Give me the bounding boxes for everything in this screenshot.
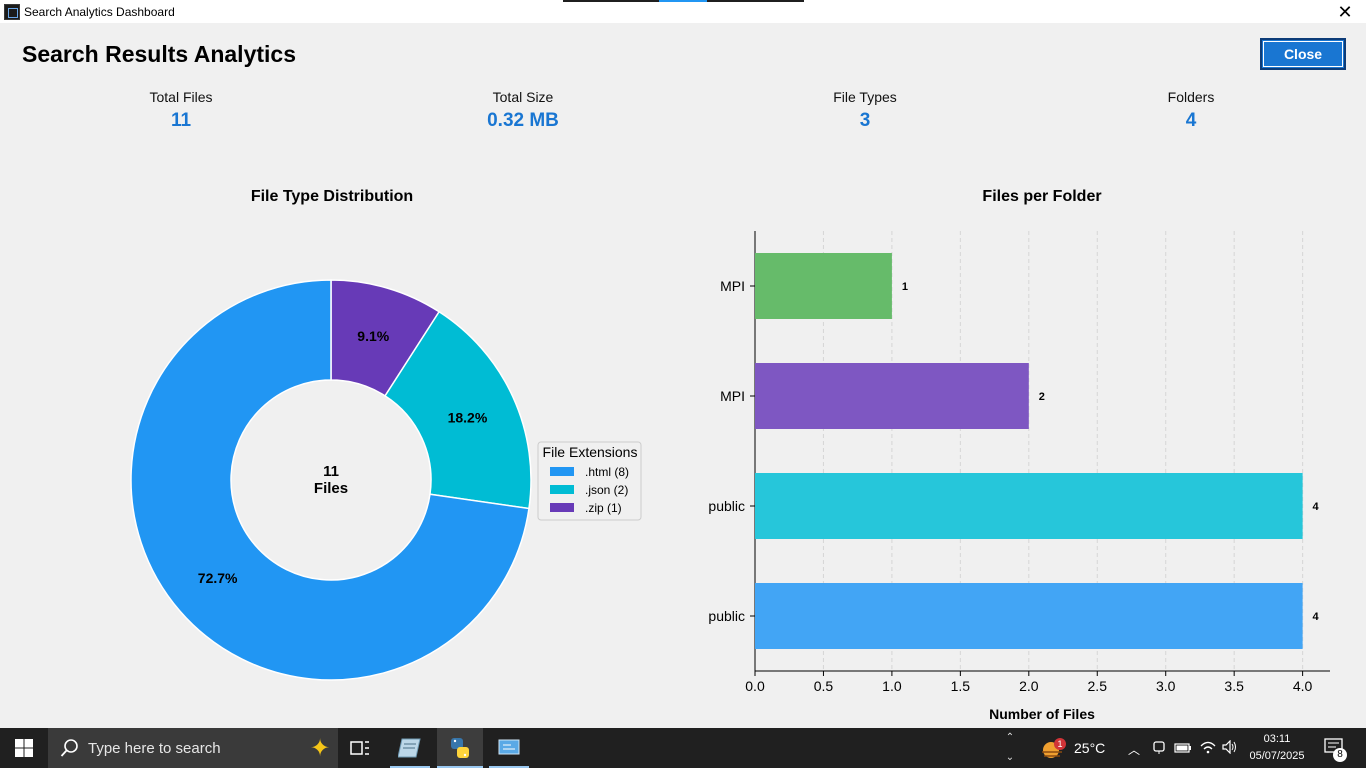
search-icon [60, 739, 78, 757]
task-view-icon[interactable] [340, 728, 380, 768]
bar [755, 583, 1303, 649]
page-title: Search Results Analytics [22, 41, 296, 67]
x-tick-label: 2.5 [1088, 678, 1108, 694]
volume-icon[interactable] [1222, 739, 1238, 759]
legend-box [537, 441, 642, 521]
pie-slice [384, 310, 532, 510]
x-tick-label: 0.5 [814, 678, 834, 694]
battery-icon[interactable] [1174, 741, 1192, 759]
bar-value-label: 1 [902, 281, 908, 293]
stat-value: 0.32 MB [487, 110, 559, 131]
y-tick-label: public [708, 498, 745, 514]
bar-chart: 0.0 0.5 1.0 1.5 2.0 2.5 3.0 3.5 4.0 Number of Fil… [708, 231, 1330, 722]
taskbar-clock[interactable]: 03:11 05/07/2025 [1242, 731, 1312, 765]
x-tick-label: 1.0 [882, 678, 902, 694]
notepad-app-icon[interactable] [390, 728, 430, 768]
stat-total-files: Total Files 11 [81, 89, 281, 132]
clock-time: 03:11 [1263, 733, 1291, 745]
legend-swatch [550, 485, 574, 494]
stat-total-size: Total Size 0.32 MB [423, 89, 623, 132]
stat-label: Folders [1167, 89, 1215, 105]
wifi-icon[interactable] [1200, 740, 1216, 759]
search-placeholder: Type here to search [88, 739, 221, 757]
donut-center-label: 11 [323, 463, 339, 480]
temperature-text[interactable]: 25°C [1074, 740, 1106, 756]
legend-entry: .json (2) [585, 483, 628, 497]
close-button[interactable]: Close [1260, 38, 1346, 70]
copilot-sparkle-icon[interactable]: ✦ [310, 735, 331, 762]
y-tick-label: MPI [720, 388, 745, 404]
stat-folders: Folders 4 [1091, 89, 1291, 132]
legend-entry: .html (8) [585, 465, 629, 479]
window-title: Search Analytics Dashboard [24, 4, 175, 19]
bar [755, 253, 892, 319]
y-tick-label: MPI [720, 278, 745, 294]
taskbar-search-box[interactable]: Type here to search ✦ [48, 728, 338, 768]
pie-slice-percent: 72.7% [198, 570, 238, 586]
x-tick-label: 3.0 [1156, 678, 1176, 694]
bar [755, 473, 1303, 539]
pie-chart-title: File Type Distribution [250, 188, 414, 205]
donut-center-label: Files [314, 480, 348, 497]
pie-legend: File Extensions .html (8) .json (2) .zip (1… [537, 441, 642, 521]
pie-slice [130, 279, 530, 681]
stat-value: 4 [1185, 110, 1197, 131]
window-close-icon[interactable]: ✕ [1337, 1, 1353, 22]
legend-title: File Extensions [543, 444, 638, 460]
x-tick-label: 1.5 [951, 678, 971, 694]
pie-slice-percent: 9.1% [357, 328, 389, 344]
bar-value-label: 4 [1313, 501, 1320, 513]
taskbar-scroll-arrows[interactable]: ⌃ ⌄ [1005, 732, 1015, 763]
notification-count-badge: 8 [1333, 748, 1347, 762]
taskbar: Type here to search ✦ ⌃ ⌄ 1 25°C ︿ 03:11 … [0, 728, 1366, 768]
remote-desktop-app-icon[interactable] [489, 728, 529, 768]
stat-value: 11 [170, 110, 192, 131]
stat-value: 3 [859, 110, 871, 131]
chevron-up-icon[interactable]: ︿ [1128, 743, 1141, 757]
x-tick-label: 2.0 [1019, 678, 1039, 694]
meet-icon[interactable] [1152, 739, 1166, 760]
bar [755, 363, 1029, 429]
clock-date: 05/07/2025 [1249, 750, 1305, 762]
top-strip [563, 0, 804, 2]
stat-label: Total Size [492, 89, 554, 105]
legend-swatch [550, 467, 574, 476]
stat-label: File Types [833, 89, 897, 105]
y-tick-label: public [708, 608, 745, 624]
bar-value-label: 2 [1039, 391, 1045, 403]
bar-value-label: 4 [1313, 611, 1320, 623]
python-app-icon[interactable] [437, 728, 483, 768]
window-titlebar: Search Analytics Dashboard ✕ [0, 0, 1366, 23]
windows-start-icon[interactable] [0, 728, 48, 768]
bar-chart-title: Files per Folder [982, 188, 1102, 205]
legend-swatch [550, 503, 574, 512]
legend-entry: .zip (1) [585, 501, 622, 515]
x-axis-label: Number of Files [989, 706, 1095, 722]
app-icon [4, 3, 20, 20]
weather-badge: 1 [1054, 738, 1066, 750]
x-tick-label: 3.5 [1224, 678, 1244, 694]
x-tick-label: 0.0 [745, 678, 765, 694]
stat-label: Total Files [149, 89, 213, 105]
stat-file-types: File Types 3 [765, 89, 965, 132]
pie-slice-percent: 18.2% [448, 410, 488, 426]
x-tick-label: 4.0 [1293, 678, 1313, 694]
